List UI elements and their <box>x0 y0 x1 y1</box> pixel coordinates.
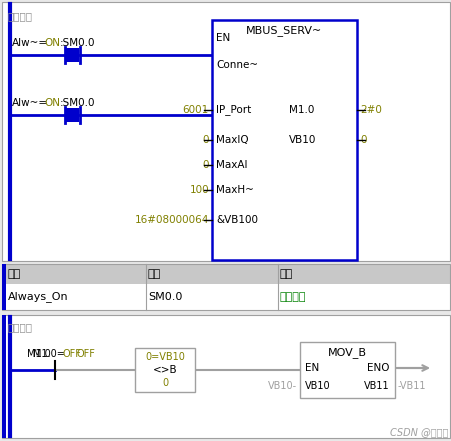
Text: 0: 0 <box>161 378 168 388</box>
Text: 0: 0 <box>202 135 208 145</box>
Text: 地址: 地址 <box>147 269 161 279</box>
Text: M1.0: M1.0 <box>288 105 314 115</box>
Text: Conne~: Conne~ <box>216 60 258 70</box>
Text: MaxH~: MaxH~ <box>216 185 253 195</box>
Text: &VB100: &VB100 <box>216 215 258 225</box>
Text: 输入注释: 输入注释 <box>8 11 33 21</box>
Text: VB10: VB10 <box>288 135 316 145</box>
Text: 始终接通: 始终接通 <box>279 292 306 302</box>
Bar <box>299 342 394 398</box>
Text: Alw~=: Alw~= <box>12 98 48 108</box>
Text: VB10-: VB10- <box>267 381 296 391</box>
Text: CSDN @容沁风: CSDN @容沁风 <box>389 427 447 437</box>
Bar <box>2 264 6 310</box>
Text: -VB11: -VB11 <box>397 381 426 391</box>
Text: EN: EN <box>216 33 230 43</box>
Text: 2#0: 2#0 <box>359 105 381 115</box>
Text: ENO: ENO <box>367 363 389 373</box>
Text: 输入注释: 输入注释 <box>8 322 33 332</box>
Text: 16#08000064: 16#08000064 <box>134 215 208 225</box>
Bar <box>2 264 449 310</box>
Text: M1.0=: M1.0= <box>33 349 65 359</box>
Text: ON: ON <box>44 98 60 108</box>
Text: <>B: <>B <box>152 365 177 375</box>
Text: Alw~=: Alw~= <box>12 38 48 48</box>
Text: 0=VB10: 0=VB10 <box>145 352 184 362</box>
Text: OFF: OFF <box>77 349 96 359</box>
Text: IP_Port: IP_Port <box>216 105 251 116</box>
Text: VB11: VB11 <box>364 381 389 391</box>
Text: ON: ON <box>44 38 60 48</box>
Text: MBUS_SERV~: MBUS_SERV~ <box>245 26 322 37</box>
Bar <box>2 315 449 438</box>
Text: 符号: 符号 <box>8 269 21 279</box>
Bar <box>2 264 449 284</box>
Text: OFF: OFF <box>63 349 82 359</box>
Bar <box>212 20 356 260</box>
Text: MOV_B: MOV_B <box>327 348 366 359</box>
Bar <box>135 348 194 392</box>
Bar <box>66 108 79 122</box>
Text: 6001: 6001 <box>182 105 208 115</box>
Text: SM0.0: SM0.0 <box>147 292 182 302</box>
Bar <box>66 48 79 62</box>
Text: 100: 100 <box>189 185 208 195</box>
Text: MaxIQ: MaxIQ <box>216 135 248 145</box>
Bar <box>2 2 449 261</box>
Text: MaxAI: MaxAI <box>216 160 247 170</box>
Text: :SM0.0: :SM0.0 <box>60 98 95 108</box>
Text: EN: EN <box>304 363 318 373</box>
Text: 注释: 注释 <box>279 269 293 279</box>
Text: M1.0: M1.0 <box>27 349 51 359</box>
Text: VB10: VB10 <box>304 381 330 391</box>
Bar <box>2 284 449 310</box>
Bar <box>2 315 6 438</box>
Text: 0: 0 <box>359 135 366 145</box>
Text: Always_On: Always_On <box>8 292 69 303</box>
Text: :SM0.0: :SM0.0 <box>60 38 95 48</box>
Text: 0: 0 <box>202 160 208 170</box>
